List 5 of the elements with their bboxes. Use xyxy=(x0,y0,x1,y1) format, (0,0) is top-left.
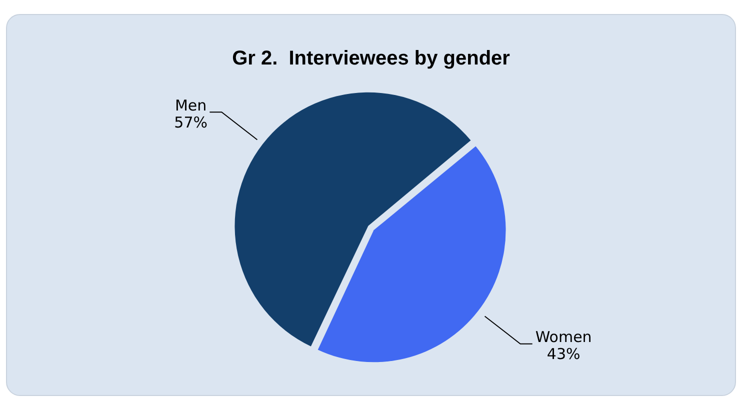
chart-title: Gr 2. Interviewees by gender xyxy=(232,48,510,70)
slice-label: Women xyxy=(535,328,592,346)
slice-label: Men xyxy=(174,96,207,115)
data-label: 43% xyxy=(546,345,580,364)
data-label: 57% xyxy=(174,114,208,132)
